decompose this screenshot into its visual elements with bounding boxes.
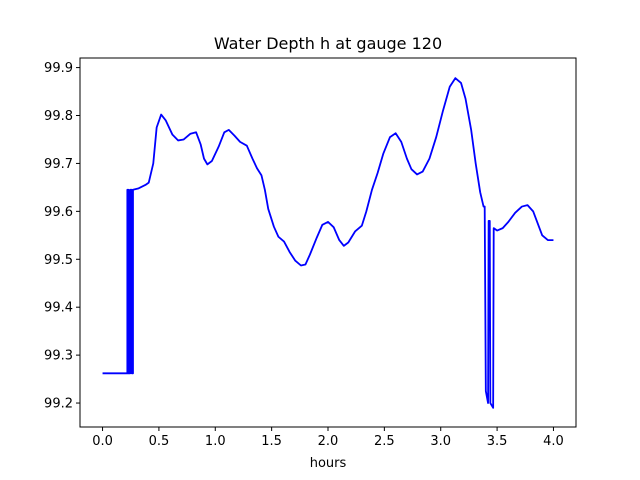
y-tick-label: 99.2 [44,397,73,412]
x-tick-label: 1.0 [205,434,226,449]
series-line [102,77,554,409]
x-tick-label: 1.5 [261,434,282,449]
chart-title: Water Depth h at gauge 120 [214,34,442,53]
x-tick-label: 2.0 [318,434,339,449]
x-tick-label: 0.0 [92,434,113,449]
y-axis: 99.2 99.3 99.4 99.5 99.6 99.7 99.8 99.9 [44,61,80,412]
x-tick-label: 4.0 [543,434,564,449]
x-tick-label: 0.5 [149,434,170,449]
y-tick-label: 99.8 [44,109,73,124]
x-tick-label: 3.0 [430,434,451,449]
y-tick-label: 99.3 [44,349,73,364]
x-axis-label: hours [310,456,347,471]
y-tick-label: 99.9 [44,61,73,76]
y-tick-label: 99.4 [44,301,73,316]
y-tick-label: 99.5 [44,253,73,268]
y-tick-label: 99.6 [44,205,73,220]
x-tick-label: 2.5 [374,434,395,449]
plot-area [102,77,554,409]
x-axis: 0.0 0.5 1.0 1.5 2.0 2.5 3.0 3.5 4.0 [92,427,564,449]
x-tick-label: 3.5 [487,434,508,449]
y-tick-label: 99.7 [44,157,73,172]
